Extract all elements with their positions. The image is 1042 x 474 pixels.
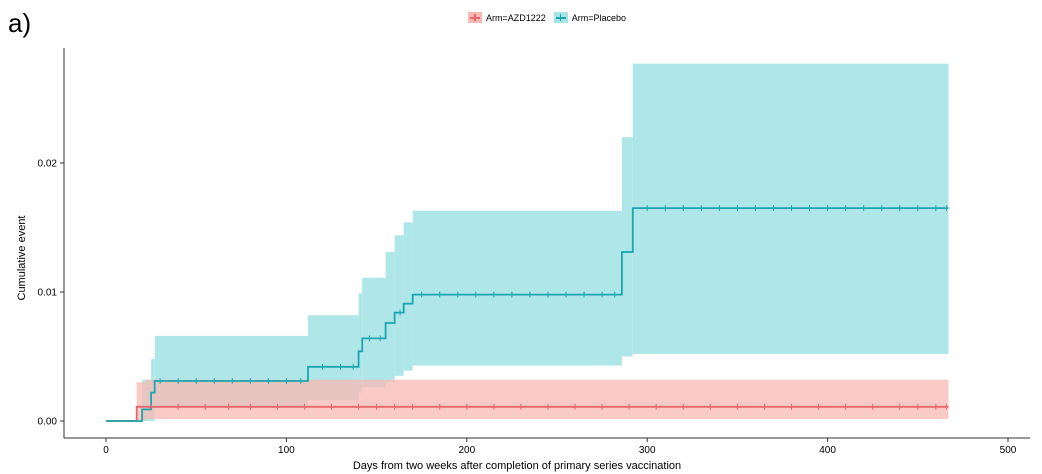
legend-key-azd1222 xyxy=(468,12,482,23)
legend-label-azd1222: Arm=AZD1222 xyxy=(486,12,546,23)
y-tick-label-1: 0.01 xyxy=(38,288,58,299)
legend: Arm=AZD1222 Arm=Placebo xyxy=(468,12,626,23)
x-tick-label-300: 300 xyxy=(639,445,656,456)
ci-band-placebo-9 xyxy=(412,210,622,366)
y-tick-label-0: 0.00 xyxy=(38,417,58,428)
x-tick-label-200: 200 xyxy=(458,445,475,456)
legend-key-placebo xyxy=(553,12,568,23)
ci-band-placebo-4 xyxy=(358,293,363,393)
ci-band-azd1222-0 xyxy=(136,382,146,421)
km-line-placebo xyxy=(106,207,949,422)
x-axis-ticks: 0 100 200 300 400 500 xyxy=(103,438,1017,456)
legend-label-placebo: Arm=Placebo xyxy=(571,12,627,23)
panel-label: a) xyxy=(8,8,32,38)
x-tick-label-0: 0 xyxy=(103,445,109,456)
ci-band-placebo-7 xyxy=(394,235,404,376)
y-axis-ticks: 0.00 0.01 0.02 xyxy=(38,159,64,428)
plot-area xyxy=(106,63,949,422)
ci-band-placebo-6 xyxy=(385,252,395,383)
legend-item-azd1222: Arm=AZD1222 xyxy=(468,12,546,23)
x-tick-label-400: 400 xyxy=(819,445,836,456)
legend-item-placebo: Arm=Placebo xyxy=(553,12,627,23)
x-tick-label-100: 100 xyxy=(278,445,295,456)
ci-band-azd1222-1 xyxy=(145,379,949,420)
y-axis-title: Cumulative event xyxy=(16,216,28,301)
ci-band-placebo-8 xyxy=(403,222,413,371)
x-axis-title: Days from two weeks after completion of … xyxy=(353,460,681,472)
ci-band-placebo-10 xyxy=(621,137,633,357)
ci-band-placebo-5 xyxy=(362,277,386,388)
y-tick-label-2: 0.02 xyxy=(38,159,58,170)
x-tick-label-500: 500 xyxy=(1000,445,1017,456)
